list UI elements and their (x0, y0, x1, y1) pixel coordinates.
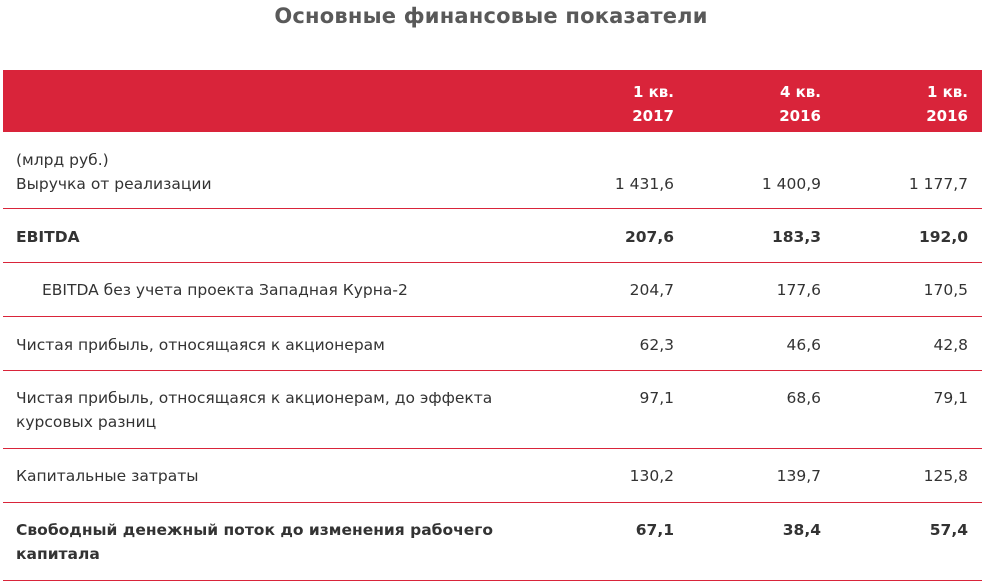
column-header-q1-2017: 1 кв. 2017 (534, 80, 674, 128)
row-label: Чистая прибыль, относящаяся к акционерам (16, 336, 385, 354)
column-header-q4-2016: 4 кв. 2016 (681, 80, 821, 128)
cell-value: 130,2 (629, 467, 674, 485)
column-header-q1-2016: 1 кв. 2016 (828, 80, 968, 128)
row-label: Капитальные затраты (16, 467, 199, 485)
cell-value: 125,8 (923, 467, 968, 485)
cell-value: 1 177,7 (908, 175, 968, 193)
cell-value: 204,7 (629, 281, 674, 299)
cell-value: 57,4 (929, 521, 968, 539)
table-header: 1 кв. 2017 4 кв. 2016 1 кв. 2016 (3, 70, 982, 132)
cell-value: 183,3 (771, 228, 821, 246)
column-header-year: 2017 (632, 107, 674, 125)
row-label: EBITDA (16, 228, 80, 246)
table-row-ebitda: EBITDA 207,6 183,3 192,0 (3, 209, 982, 263)
cell-value: 79,1 (933, 389, 968, 407)
cell-value: 38,4 (782, 521, 821, 539)
cell-value: 68,6 (786, 389, 821, 407)
row-label: EBITDA без учета проекта Западная Курна-… (42, 281, 408, 299)
table-row-net-profit: Чистая прибыль, относящаяся к акционерам… (3, 317, 982, 371)
row-unit-note: (млрд руб.) (16, 151, 109, 169)
cell-value: 1 431,6 (614, 175, 674, 193)
row-label-line-2: курсовых разниц (16, 413, 157, 431)
financial-table: 1 кв. 2017 4 кв. 2016 1 кв. 2016 (млрд р… (3, 70, 982, 581)
column-header-year: 2016 (926, 107, 968, 125)
page-title: Основные финансовые показатели (274, 4, 708, 28)
table-row-revenue: (млрд руб.) Выручка от реализации 1 431,… (3, 132, 982, 209)
cell-value: 207,6 (624, 228, 674, 246)
table-row-net-profit-before-fx: Чистая прибыль, относящаяся к акционерам… (3, 371, 982, 449)
table-row-free-cash-flow: Свободный денежный поток до изменения ра… (3, 503, 982, 581)
cell-value: 42,8 (933, 336, 968, 354)
row-label-line-2: капитала (16, 545, 100, 563)
table-row-capex: Капитальные затраты 130,2 139,7 125,8 (3, 449, 982, 503)
cell-value: 1 400,9 (761, 175, 821, 193)
cell-value: 67,1 (635, 521, 674, 539)
table-row-ebitda-excl-west-qurna: EBITDA без учета проекта Западная Курна-… (3, 263, 982, 317)
column-header-period: 1 кв. (926, 83, 968, 101)
column-header-period: 4 кв. (779, 83, 821, 101)
cell-value: 97,1 (639, 389, 674, 407)
column-header-year: 2016 (779, 107, 821, 125)
cell-value: 62,3 (639, 336, 674, 354)
cell-value: 177,6 (776, 281, 821, 299)
cell-value: 139,7 (776, 467, 821, 485)
row-label: Выручка от реализации (16, 175, 212, 193)
column-header-period: 1 кв. (632, 83, 674, 101)
cell-value: 170,5 (923, 281, 968, 299)
row-label-line-1: Свободный денежный поток до изменения ра… (16, 521, 494, 539)
cell-value: 46,6 (786, 336, 821, 354)
row-label-line-1: Чистая прибыль, относящаяся к акционерам… (16, 389, 493, 407)
cell-value: 192,0 (918, 228, 968, 246)
